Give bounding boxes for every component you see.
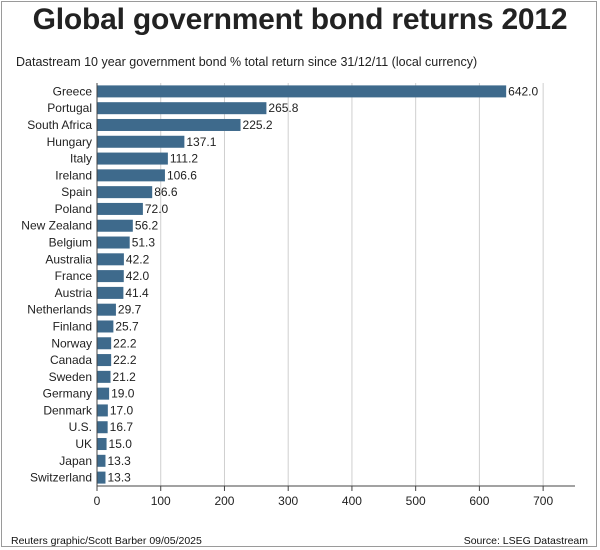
bar	[97, 169, 165, 182]
category-label: Germany	[43, 387, 92, 401]
category-label: Finland	[53, 319, 92, 333]
bar	[97, 135, 185, 148]
bar	[97, 102, 267, 115]
x-tick-label: 100	[151, 494, 171, 508]
value-label: 29.7	[118, 303, 142, 317]
value-label: 642.0	[508, 84, 538, 98]
value-label: 21.2	[113, 370, 137, 384]
category-label: Australia	[45, 252, 92, 266]
gridlines	[160, 83, 544, 486]
value-label: 56.2	[135, 219, 159, 233]
value-label: 42.2	[126, 252, 150, 266]
x-tick-label: 200	[214, 494, 234, 508]
value-label: 42.0	[126, 269, 150, 283]
bar	[97, 387, 110, 400]
value-label: 111.2	[170, 152, 199, 166]
source-text: Source: LSEG Datastream	[463, 535, 588, 547]
category-label: South Africa	[27, 118, 92, 132]
category-label: Japan	[59, 454, 92, 468]
x-tick-label: 600	[469, 494, 489, 508]
bar	[97, 219, 133, 232]
credit-text: Reuters graphic/Scott Barber 09/05/2025	[11, 535, 202, 547]
category-label: Denmark	[43, 403, 93, 417]
x-tick-label: 400	[342, 494, 362, 508]
category-label: New Zealand	[21, 219, 92, 233]
bar	[97, 454, 106, 467]
value-label: 265.8	[268, 101, 298, 115]
value-label: 19.0	[111, 387, 135, 401]
bar	[97, 152, 168, 165]
value-label: 22.2	[113, 336, 137, 350]
category-label: Spain	[61, 185, 92, 199]
value-label: 16.7	[110, 420, 134, 434]
bar	[97, 286, 124, 299]
category-label: Greece	[53, 84, 93, 98]
category-label: Poland	[55, 202, 92, 216]
bar	[97, 85, 507, 98]
chart-subtitle: Datastream 10 year government bond % tot…	[16, 55, 478, 69]
category-label: Austria	[55, 286, 93, 300]
bar	[97, 337, 112, 350]
bar	[97, 354, 112, 367]
value-label: 72.0	[145, 202, 169, 216]
category-label: Portugal	[47, 101, 92, 115]
bar	[97, 202, 143, 215]
bar	[97, 421, 108, 434]
value-label: 15.0	[109, 437, 133, 451]
bar	[97, 236, 130, 249]
value-label: 137.1	[186, 135, 216, 149]
bar	[97, 370, 111, 383]
category-label: Netherlands	[27, 303, 92, 317]
category-label: Sweden	[49, 370, 92, 384]
bar	[97, 118, 241, 131]
bar	[97, 253, 124, 266]
category-label: Ireland	[55, 168, 92, 182]
bar	[97, 303, 116, 316]
category-label: Canada	[50, 353, 92, 367]
category-label: Switzerland	[30, 471, 92, 485]
category-label: Norway	[51, 336, 92, 350]
value-label: 225.2	[243, 118, 273, 132]
x-tick-label: 700	[533, 494, 553, 508]
category-label: Belgium	[49, 236, 92, 250]
bars	[97, 85, 507, 484]
category-label: U.S.	[69, 420, 92, 434]
x-tick-label: 0	[94, 494, 101, 508]
labels: Greece 642.0 Portugal 265.8 South Africa 225.…	[21, 84, 538, 484]
value-label: 22.2	[113, 353, 137, 367]
value-label: 41.4	[125, 286, 149, 300]
bar	[97, 270, 124, 283]
bar	[97, 186, 153, 199]
category-label: UK	[75, 437, 92, 451]
category-label: Hungary	[47, 135, 92, 149]
bar	[97, 471, 106, 484]
value-label: 25.7	[115, 319, 139, 333]
bar	[97, 404, 108, 417]
value-label: 86.6	[154, 185, 178, 199]
chart-title: Global government bond returns 2012	[32, 3, 568, 36]
category-label: France	[55, 269, 93, 283]
value-label: 13.3	[107, 454, 131, 468]
value-label: 106.6	[167, 168, 197, 182]
x-tick-label: 500	[406, 494, 426, 508]
axes: 0 100 200 300 400 500 600 700	[94, 83, 575, 508]
bar	[97, 320, 114, 333]
value-label: 13.3	[107, 471, 131, 485]
value-label: 51.3	[132, 236, 156, 250]
x-tick-label: 300	[278, 494, 298, 508]
bar	[97, 438, 107, 451]
value-label: 17.0	[110, 403, 134, 417]
category-label: Italy	[70, 152, 92, 166]
